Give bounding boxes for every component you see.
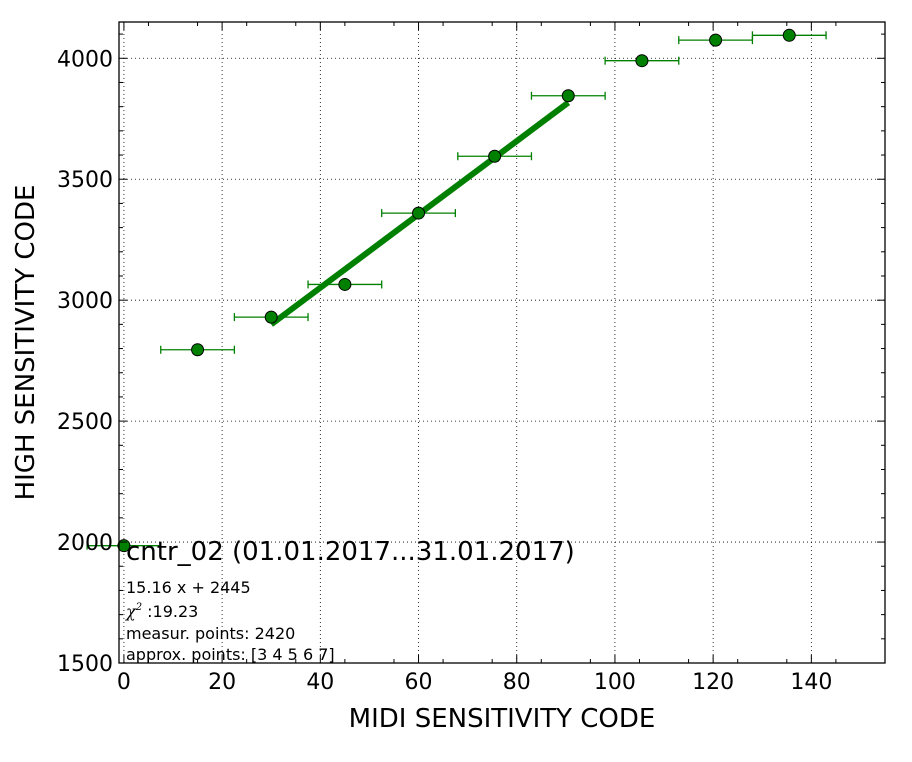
data-point — [412, 206, 426, 220]
y-tick-label: 1500 — [57, 652, 113, 677]
data-point — [561, 89, 575, 103]
chi-value: :19.23 — [142, 602, 198, 621]
data-point — [338, 277, 352, 291]
chart-title: cntr_02 (01.01.2017...31.01.2017) — [126, 537, 575, 567]
grid-lines — [119, 22, 885, 664]
data-point — [117, 539, 131, 553]
y-tick-label: 4000 — [57, 47, 113, 72]
chi-symbol: χ — [125, 602, 137, 621]
fit-equation: 15.16 x + 2445 — [126, 578, 251, 597]
axis-ticks: 0 20 40 60 80 100 120 140 1500 2000 2500 3000 3500 40… — [57, 22, 886, 695]
x-tick-label: 40 — [306, 670, 334, 695]
y-axis-label: HIGH SENSITIVITY CODE — [11, 185, 41, 501]
data-point — [264, 310, 278, 324]
x-tick-label: 60 — [405, 670, 433, 695]
y-tick-label: 3000 — [57, 289, 113, 314]
measured-points-label: measur. points: 2420 — [126, 624, 295, 643]
x-axis-label: MIDI SENSITIVITY CODE — [349, 704, 656, 734]
data-point — [488, 149, 502, 163]
data-point — [635, 54, 649, 68]
plot-frame — [118, 21, 886, 664]
y-tick-label: 2000 — [57, 531, 113, 556]
approx-points-label: approx. points: [3 4 5 6 7] — [126, 645, 335, 664]
data-point — [782, 28, 796, 42]
x-tick-label: 140 — [790, 670, 832, 695]
data-point — [191, 343, 205, 357]
y-tick-label: 3500 — [57, 168, 113, 193]
x-tick-label: 80 — [503, 670, 531, 695]
x-tick-label: 20 — [208, 670, 236, 695]
x-tick-label: 0 — [117, 670, 131, 695]
chi-power: 2 — [135, 602, 142, 613]
data-point — [709, 33, 723, 47]
y-tick-label: 2500 — [57, 410, 113, 435]
plot-area — [86, 28, 827, 553]
x-tick-label: 120 — [692, 670, 734, 695]
x-tick-label: 100 — [594, 670, 636, 695]
chi-squared-label: χ2 :19.23 — [125, 602, 198, 621]
